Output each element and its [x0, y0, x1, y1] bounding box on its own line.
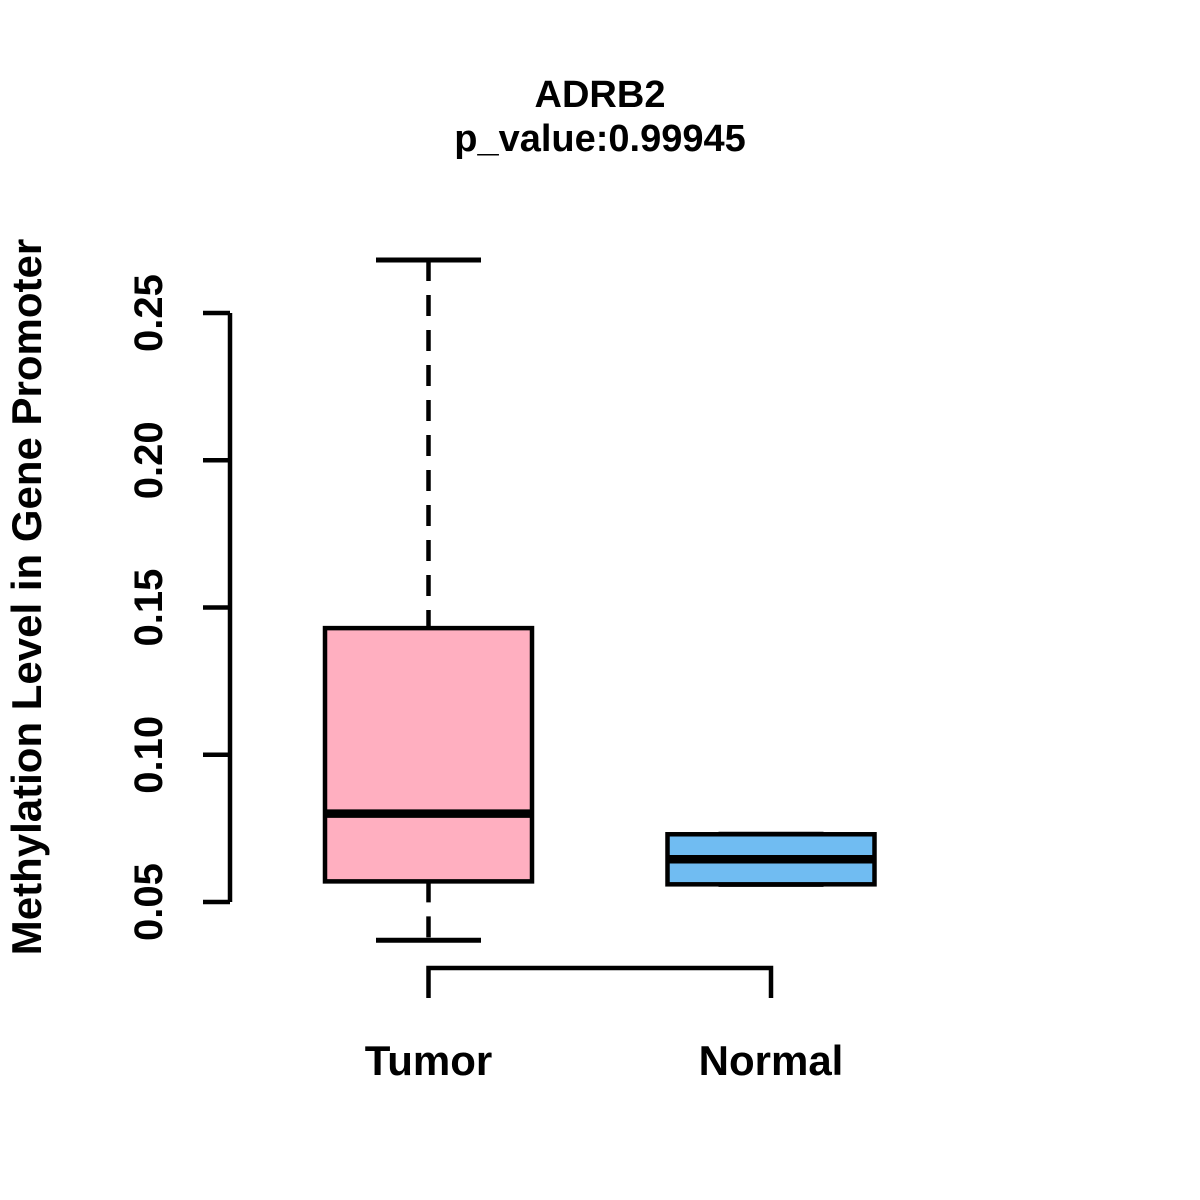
box-series-layer [322, 257, 877, 943]
x-category-labels: Tumor Normal [365, 1037, 844, 1084]
y-axis-tick-label: 0.05 [127, 863, 171, 941]
y-axis: 0.05 0.10 0.15 0.20 0.25 [127, 274, 233, 941]
category-label-tumor: Tumor [365, 1037, 493, 1084]
category-label-normal: Normal [699, 1037, 844, 1084]
bracket-path [426, 965, 774, 998]
chart-title: ADRB2 [534, 74, 666, 116]
y-axis-tick-label: 0.25 [127, 274, 171, 352]
y-axis-tick-label: 0.20 [127, 421, 171, 499]
box-tumor [322, 625, 535, 884]
chart-subtitle: p_value:0.99945 [454, 118, 746, 160]
y-axis-tick-label: 0.10 [127, 716, 171, 794]
y-axis-title: Methylation Level in Gene Promoter [3, 238, 50, 956]
y-axis-tick-label: 0.15 [127, 569, 171, 647]
comparison-bracket [426, 965, 774, 998]
